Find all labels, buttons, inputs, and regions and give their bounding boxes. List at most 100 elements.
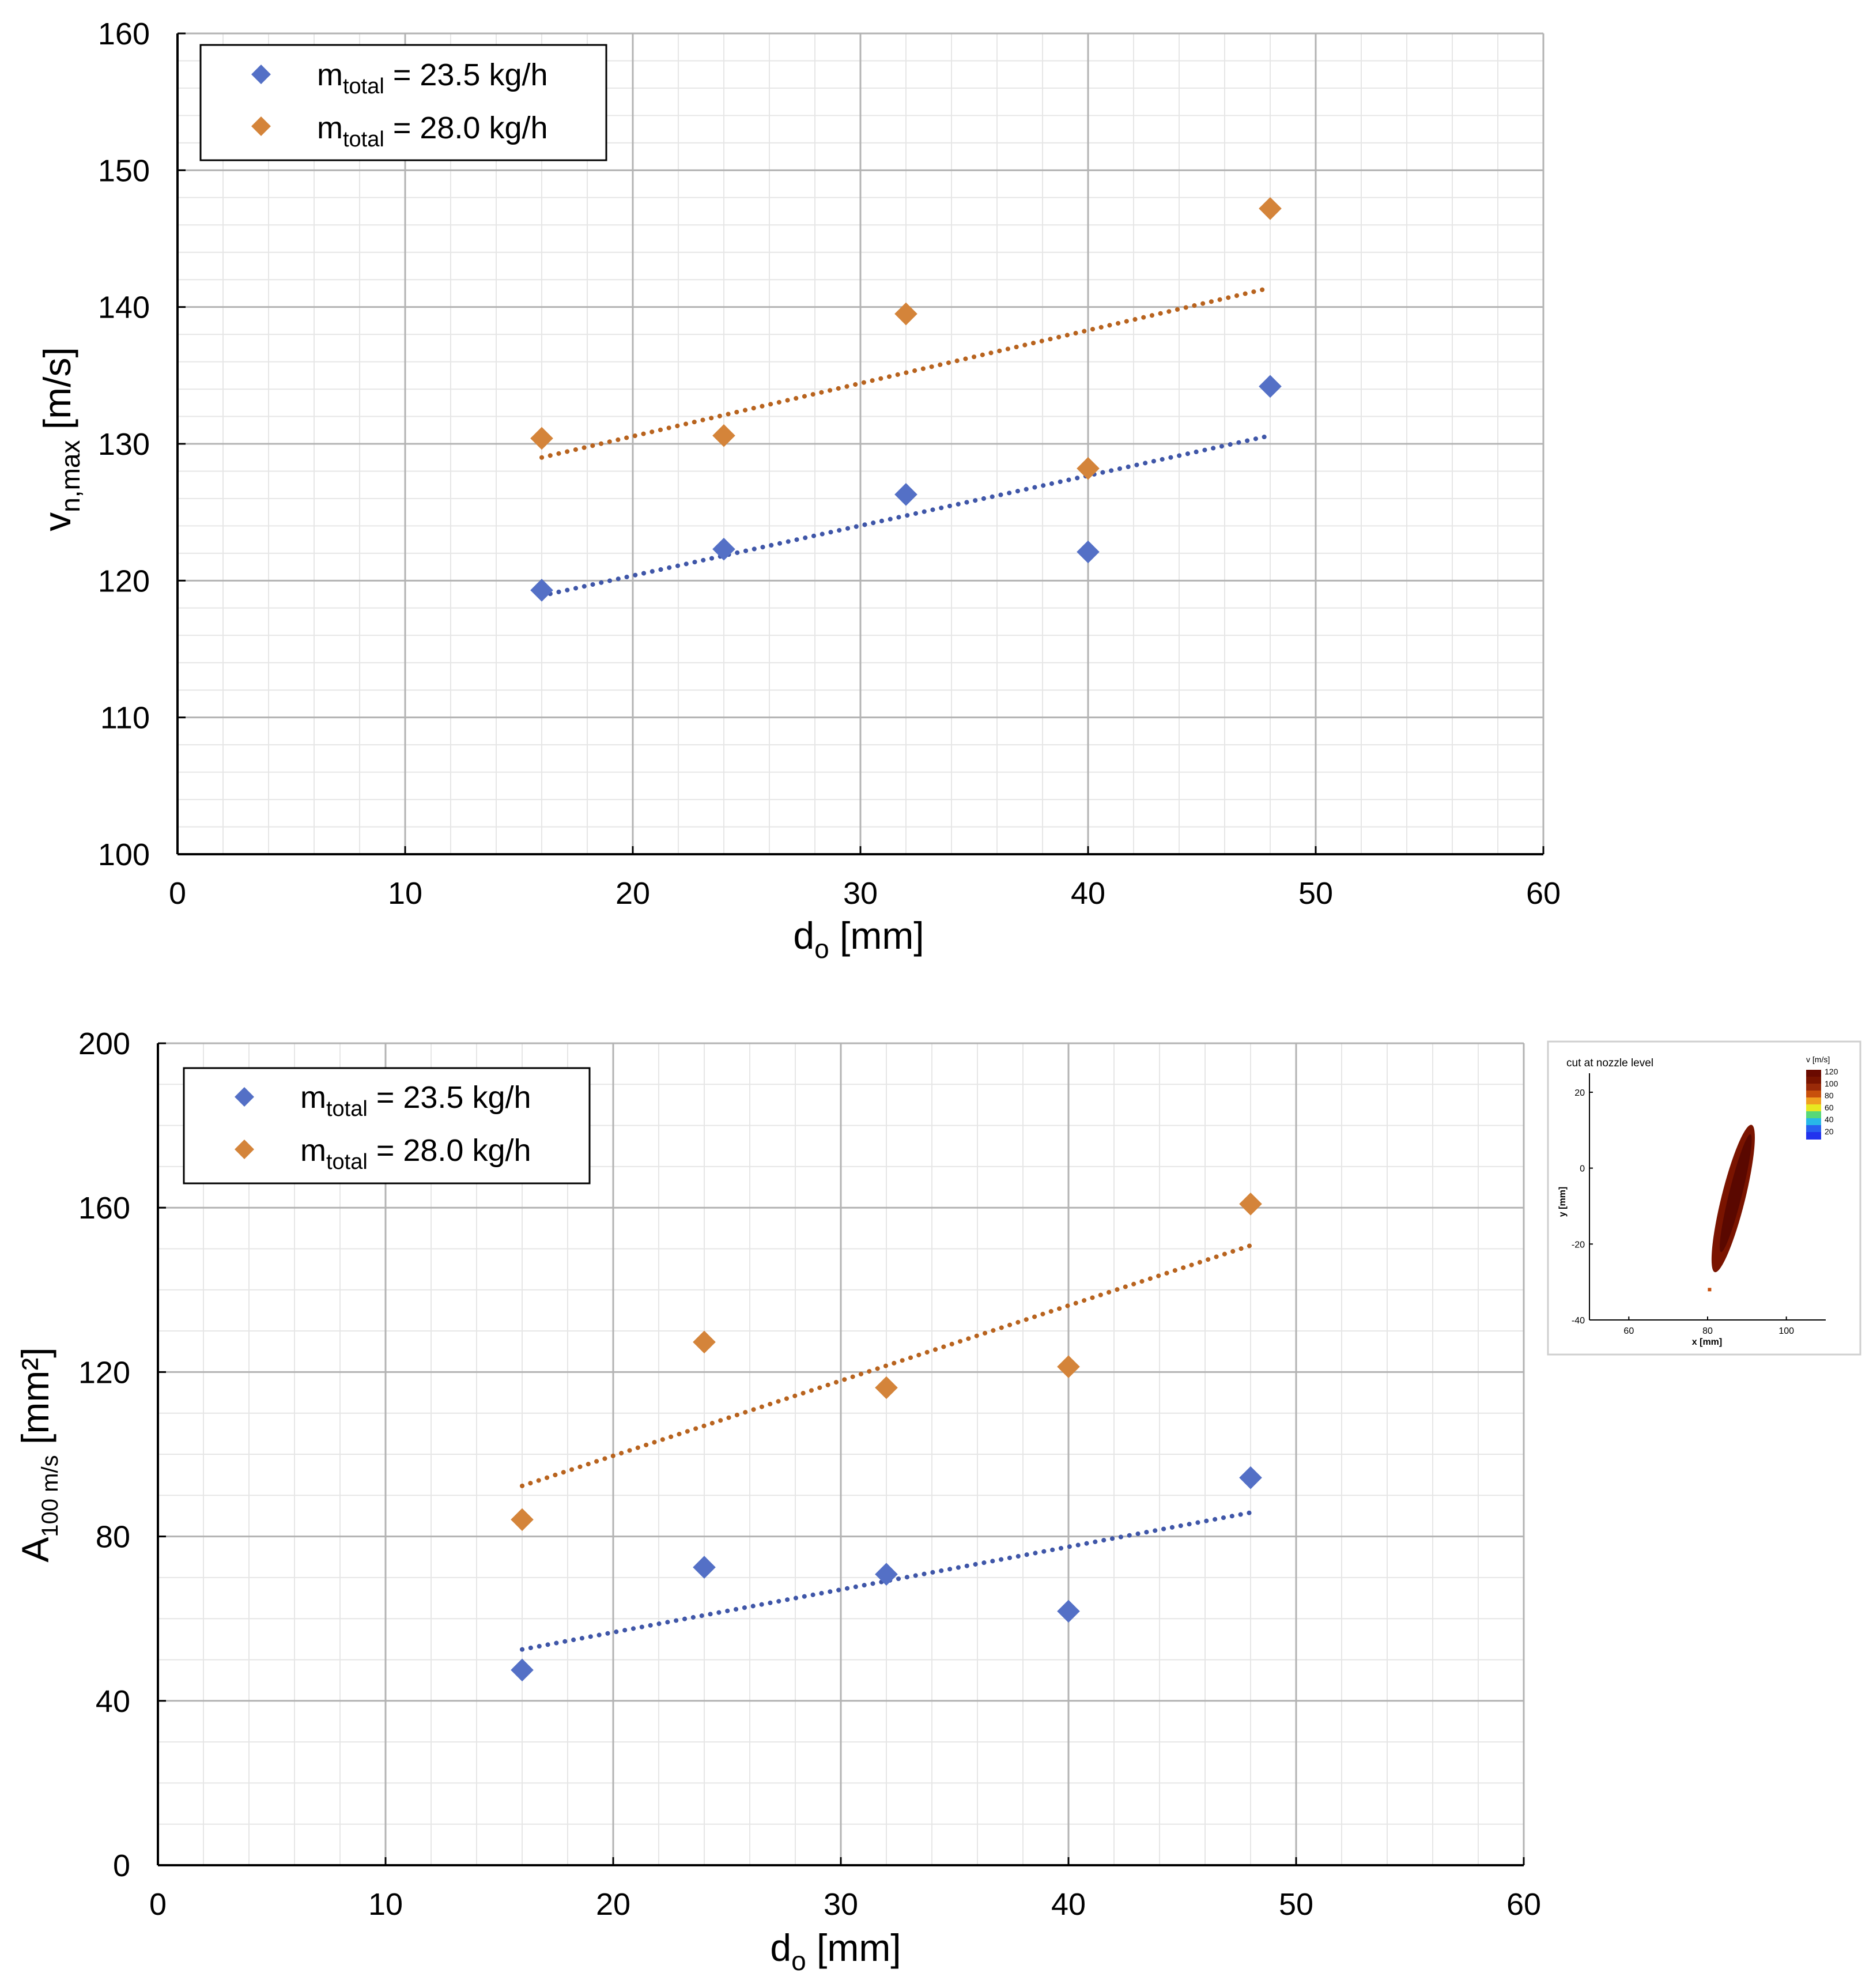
inset-velocity-cut: cut at nozzle level v [m/s] 120 100 80 60 40… (1547, 1040, 1861, 1356)
inset-jet-tail-point (1708, 1288, 1712, 1292)
inset-colorbar-swatch (1806, 1084, 1821, 1091)
top-point-high (712, 424, 735, 447)
top-y-tick-labels: 100 110 120 130 140 150 160 (98, 17, 150, 872)
bottom-x-tick-label: 40 (1051, 1887, 1086, 1922)
top-data-points (530, 197, 1282, 602)
inset-colorbar-tick-label: 20 (1825, 1127, 1834, 1136)
top-y-tick-label: 120 (98, 564, 150, 598)
top-x-tick-label: 40 (1071, 876, 1105, 911)
top-major-grid (178, 32, 1545, 854)
bottom-y-tick-label: 120 (78, 1355, 130, 1390)
chart-velocity-max: 0 10 20 30 40 50 60 100 110 120 130 140 150 160 do [… (36, 17, 1561, 964)
top-axes (176, 32, 1545, 855)
bottom-x-tick-label: 60 (1506, 1887, 1541, 1922)
bottom-point-low (1239, 1466, 1262, 1489)
inset-colorbar-swatch (1806, 1125, 1821, 1133)
top-point-low (712, 537, 735, 561)
inset-colorbar-label: v [m/s] (1806, 1055, 1830, 1064)
top-y-tick-label: 150 (98, 153, 150, 188)
inset-colorbar-swatch (1806, 1118, 1821, 1126)
top-legend: mtotal = 23.5 kg/h mtotal = 28.0 kg/h (199, 44, 607, 161)
inset-x-tick-label: 60 (1623, 1326, 1634, 1336)
bottom-point-low (511, 1658, 534, 1682)
top-y-tick-label: 160 (98, 17, 150, 51)
inset-colorbar-tick-label: 120 (1825, 1067, 1838, 1076)
top-x-tick-label: 20 (615, 876, 650, 911)
bottom-point-low (875, 1563, 898, 1586)
top-x-tick-label: 60 (1526, 876, 1561, 911)
bottom-x-axis-label: do [mm] (770, 1926, 901, 1976)
inset-jet-region (1708, 1125, 1755, 1292)
bottom-point-low (1057, 1600, 1080, 1623)
top-x-tick-label: 50 (1298, 876, 1333, 911)
bottom-point-high (875, 1376, 898, 1399)
bottom-y-tick-label: 160 (78, 1191, 130, 1225)
inset-colorbar (1806, 1070, 1821, 1140)
inset-colorbar-swatch (1806, 1111, 1821, 1119)
inset-title: cut at nozzle level (1566, 1057, 1653, 1069)
bottom-trendlines (520, 1243, 1253, 1652)
inset-x-tick-label: 80 (1702, 1326, 1713, 1336)
inset-axes (1589, 1073, 1826, 1321)
bottom-data-points (511, 1192, 1262, 1682)
inset-jet-peak (1720, 1134, 1752, 1253)
bottom-legend-marker-high (235, 1140, 254, 1159)
inset-y-tick-label: 20 (1574, 1088, 1585, 1098)
top-x-axis-label: do [mm] (793, 914, 924, 964)
bottom-x-tick-label: 20 (596, 1887, 630, 1922)
inset-colorbar-swatch (1806, 1091, 1821, 1098)
top-trendlines (539, 285, 1272, 598)
inset-x-tick-label: 100 (1778, 1326, 1794, 1336)
inset-y-axis-label: y [mm] (1558, 1187, 1568, 1217)
bottom-x-tick-label: 50 (1279, 1887, 1313, 1922)
top-legend-entry-low: mtotal = 23.5 kg/h (317, 58, 548, 99)
bottom-y-axis-label: A100 m/s [mm²] (14, 1347, 63, 1562)
inset-colorbar-tick-label: 40 (1825, 1115, 1834, 1124)
bottom-y-tick-label: 40 (96, 1684, 130, 1719)
top-x-tick-label: 30 (843, 876, 878, 911)
inset-x-axis-label: x [mm] (1692, 1337, 1722, 1347)
top-y-tick-label: 110 (100, 701, 150, 735)
top-point-high (530, 427, 553, 450)
bottom-x-tick-labels: 0 10 20 30 40 50 60 (149, 1887, 1541, 1922)
bottom-y-tick-label: 80 (96, 1520, 130, 1555)
bottom-point-high (511, 1508, 534, 1531)
bottom-legend-marker-low (235, 1087, 254, 1107)
inset-x-tick-labels: 60 80 100 (1623, 1326, 1794, 1336)
inset-colorbar-swatch (1806, 1104, 1821, 1112)
bottom-y-tick-label: 200 (78, 1027, 130, 1061)
top-x-tick-labels: 0 10 20 30 40 50 60 (169, 876, 1561, 911)
bottom-point-low (693, 1556, 716, 1579)
bottom-x-tick-label: 30 (824, 1887, 858, 1922)
top-legend-marker-high (251, 116, 271, 136)
inset-y-tick-labels: -40 -20 0 20 (1572, 1088, 1585, 1326)
top-y-tick-label: 130 (98, 427, 150, 462)
top-x-tick-label: 10 (388, 876, 422, 911)
inset-y-tick-label: -40 (1572, 1316, 1585, 1326)
inset-colorbar-swatch (1806, 1070, 1821, 1077)
bottom-y-tick-label: 0 (113, 1849, 130, 1883)
top-legend-entry-high: mtotal = 28.0 kg/h (317, 111, 548, 152)
bottom-point-high (1239, 1192, 1262, 1216)
bottom-legend-entry-high: mtotal = 28.0 kg/h (300, 1133, 531, 1174)
bottom-legend: mtotal = 23.5 kg/h mtotal = 28.0 kg/h (183, 1067, 591, 1184)
inset-y-tick-label: -20 (1572, 1240, 1585, 1250)
top-point-high (894, 302, 917, 326)
inset-colorbar-swatch (1806, 1132, 1821, 1140)
chart-area-100: 0 10 20 30 40 50 60 0 40 80 120 160 200 do [mm] A10… (14, 1027, 1541, 1976)
bottom-trendline-high (520, 1243, 1253, 1488)
top-y-tick-label: 100 (98, 838, 150, 872)
top-point-high (1077, 457, 1100, 480)
top-legend-box (199, 44, 607, 161)
bottom-legend-entry-low: mtotal = 23.5 kg/h (300, 1080, 531, 1121)
top-point-low (1259, 375, 1282, 398)
top-trendline-low (539, 433, 1272, 598)
inset-y-tick-label: 0 (1580, 1164, 1585, 1174)
bottom-trendline-low (520, 1510, 1253, 1652)
top-point-high (1259, 197, 1282, 220)
top-y-axis-label: vn,max [m/s] (36, 347, 85, 531)
inset-colorbar-swatch (1806, 1077, 1821, 1084)
bottom-point-high (693, 1330, 716, 1354)
